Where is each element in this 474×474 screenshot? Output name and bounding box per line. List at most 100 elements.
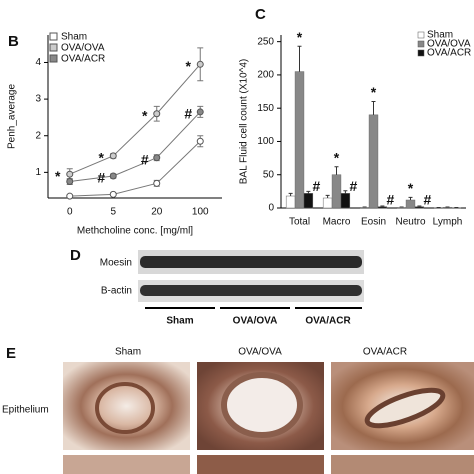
annotation: * xyxy=(55,168,61,184)
y-tick-label: 50 xyxy=(263,169,275,180)
x-tick-label: 0 xyxy=(67,207,73,218)
x-tick-label: Total xyxy=(289,217,310,228)
bar xyxy=(405,199,416,209)
airway xyxy=(364,387,446,429)
bar xyxy=(294,71,305,209)
point xyxy=(109,152,117,160)
y-tick-label: 1 xyxy=(35,167,41,178)
annotation: * xyxy=(99,150,105,166)
point xyxy=(66,192,74,200)
legend-swatch xyxy=(49,43,58,52)
error-bar xyxy=(325,194,330,199)
point xyxy=(66,178,74,186)
x-tick-label: Macro xyxy=(323,217,351,228)
column-title: OVA/OVA xyxy=(238,347,282,358)
error-bar xyxy=(408,196,413,201)
annotation: * xyxy=(297,29,303,45)
line xyxy=(69,111,201,183)
annotation: # xyxy=(97,170,105,186)
blot-row-label: Moesin xyxy=(100,258,132,269)
x-tick-label: Eosin xyxy=(361,217,386,228)
point xyxy=(109,172,117,180)
annotation: # xyxy=(184,106,192,122)
legend-label: OVA/ACR xyxy=(61,54,105,65)
error-bar xyxy=(343,190,348,194)
legend-label: Sham xyxy=(61,32,87,43)
y-tick-label: 0 xyxy=(268,203,274,214)
blot-band xyxy=(140,285,362,296)
error-bar xyxy=(297,45,302,72)
histology-image xyxy=(197,455,324,474)
legend-label: OVA/ACR xyxy=(427,48,471,59)
panel-letter: C xyxy=(255,6,266,23)
y-tick-label: 100 xyxy=(257,136,274,147)
x-tick-label: 100 xyxy=(192,207,209,218)
x-tick-label: Lymph xyxy=(433,217,463,228)
airway xyxy=(95,382,155,434)
row-label: Epithelium xyxy=(2,405,49,416)
y-tick-label: 200 xyxy=(257,70,274,81)
x-tick-label: Neutro xyxy=(395,217,425,228)
point xyxy=(153,110,161,118)
legend-swatch xyxy=(417,49,425,57)
point xyxy=(66,170,74,178)
blot-band xyxy=(140,256,362,268)
column-title: Sham xyxy=(115,347,141,358)
legend-swatch xyxy=(417,31,425,39)
annotation: * xyxy=(408,180,414,196)
x-axis-label: Methcholine conc. [mg/ml] xyxy=(77,226,193,237)
y-tick-label: 3 xyxy=(35,94,41,105)
y-axis-label: BAL Fluid cell count (X10^4) xyxy=(239,59,250,185)
y-tick-label: 4 xyxy=(35,57,41,68)
blot-group-label: Sham xyxy=(166,316,193,327)
annotation: # xyxy=(386,191,394,207)
error-bar xyxy=(371,101,376,115)
line xyxy=(69,140,201,197)
annotation: # xyxy=(423,191,431,207)
bar xyxy=(322,197,333,209)
legend-label: OVA/OVA xyxy=(427,39,471,50)
annotation: # xyxy=(141,151,149,167)
error-bar xyxy=(306,190,311,194)
point xyxy=(196,137,204,145)
error-bar xyxy=(380,205,385,207)
histology-image xyxy=(63,455,190,474)
blot-group-label: OVA/ACR xyxy=(305,316,351,327)
annotation: * xyxy=(371,84,377,100)
bar xyxy=(368,114,379,209)
error-bar xyxy=(334,166,339,175)
blot-row-label: B-actin xyxy=(101,286,132,297)
point xyxy=(196,60,204,68)
panel-letter: B xyxy=(8,33,19,50)
legend-swatch xyxy=(49,32,58,41)
histology-image xyxy=(63,362,190,450)
annotation: # xyxy=(312,178,320,194)
point xyxy=(153,154,161,162)
legend-swatch xyxy=(417,40,425,48)
point xyxy=(153,179,161,187)
column-title: OVA/ACR xyxy=(363,347,407,358)
legend-label: Sham xyxy=(427,30,453,41)
y-tick-label: 150 xyxy=(257,103,274,114)
point xyxy=(196,108,204,116)
error-bar xyxy=(417,205,422,207)
bar xyxy=(331,174,342,209)
bar xyxy=(340,193,351,209)
annotation: * xyxy=(186,58,192,74)
annotation: * xyxy=(142,107,148,123)
y-tick-label: 250 xyxy=(257,36,274,47)
airway xyxy=(221,372,303,438)
point xyxy=(109,190,117,198)
panel-letter: E xyxy=(6,345,16,362)
legend-label: OVA/OVA xyxy=(61,43,105,54)
annotation: # xyxy=(349,178,357,194)
legend-swatch xyxy=(49,54,58,63)
blot-group-label: OVA/OVA xyxy=(233,316,278,327)
annotation: * xyxy=(334,149,340,165)
histology-image xyxy=(331,455,474,474)
error-bar xyxy=(288,192,293,197)
y-axis-label: Penh_average xyxy=(7,84,18,149)
line xyxy=(69,63,201,175)
x-tick-label: 20 xyxy=(151,207,163,218)
